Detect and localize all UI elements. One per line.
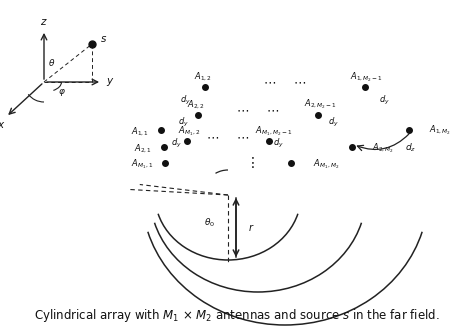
Text: $d_y$: $d_y$ — [328, 116, 338, 129]
Text: $\cdots$: $\cdots$ — [266, 103, 280, 116]
Text: $y$: $y$ — [106, 76, 114, 88]
Text: $\cdots$: $\cdots$ — [264, 76, 276, 89]
Text: $x$: $x$ — [0, 120, 5, 130]
Text: $\vdots$: $\vdots$ — [245, 155, 255, 171]
Text: $A_{2,M_2}$: $A_{2,M_2}$ — [372, 142, 394, 155]
Text: $d_y$: $d_y$ — [180, 94, 191, 107]
Text: $A_{1,2}$: $A_{1,2}$ — [194, 71, 212, 83]
Text: $A_{2,2}$: $A_{2,2}$ — [187, 98, 205, 111]
Text: $\cdots$: $\cdots$ — [237, 131, 249, 144]
Text: $z$: $z$ — [40, 17, 48, 27]
Text: $A_{M_1,M_2}$: $A_{M_1,M_2}$ — [313, 158, 339, 171]
Text: $A_{1,1}$: $A_{1,1}$ — [131, 126, 149, 138]
Text: $A_{1,M_2-1}$: $A_{1,M_2-1}$ — [350, 71, 383, 84]
Text: $A_{M_1,1}$: $A_{M_1,1}$ — [131, 158, 153, 171]
Text: $s$: $s$ — [100, 34, 107, 44]
Text: $d_y$: $d_y$ — [273, 137, 283, 150]
Text: Cylindrical array with $M_1$ $\times$ $M_2$ antennas and source $s$ in the far f: Cylindrical array with $M_1$ $\times$ $M… — [34, 308, 440, 324]
Text: $A_{1,M_2}$: $A_{1,M_2}$ — [429, 123, 451, 137]
Text: $A_{2,M_2-1}$: $A_{2,M_2-1}$ — [304, 98, 337, 112]
Text: $\cdots$: $\cdots$ — [293, 76, 307, 89]
Text: $\cdots$: $\cdots$ — [237, 103, 249, 116]
Text: $d_z$: $d_z$ — [405, 142, 416, 154]
Text: $A_{M_1,2}$: $A_{M_1,2}$ — [178, 124, 201, 138]
Text: $\cdots$: $\cdots$ — [207, 131, 219, 144]
Text: $A_{2,1}$: $A_{2,1}$ — [135, 142, 153, 154]
Text: $\theta_0$: $\theta_0$ — [204, 217, 216, 229]
Text: $\theta$: $\theta$ — [48, 56, 55, 68]
Text: $A_{M_1,M_2-1}$: $A_{M_1,M_2-1}$ — [255, 124, 292, 138]
Text: $r$: $r$ — [248, 222, 255, 233]
Text: $\varphi$: $\varphi$ — [58, 87, 66, 97]
Text: $d_y$: $d_y$ — [380, 94, 390, 107]
Text: $d_y$: $d_y$ — [178, 116, 189, 129]
Text: $d_y$: $d_y$ — [171, 137, 182, 150]
